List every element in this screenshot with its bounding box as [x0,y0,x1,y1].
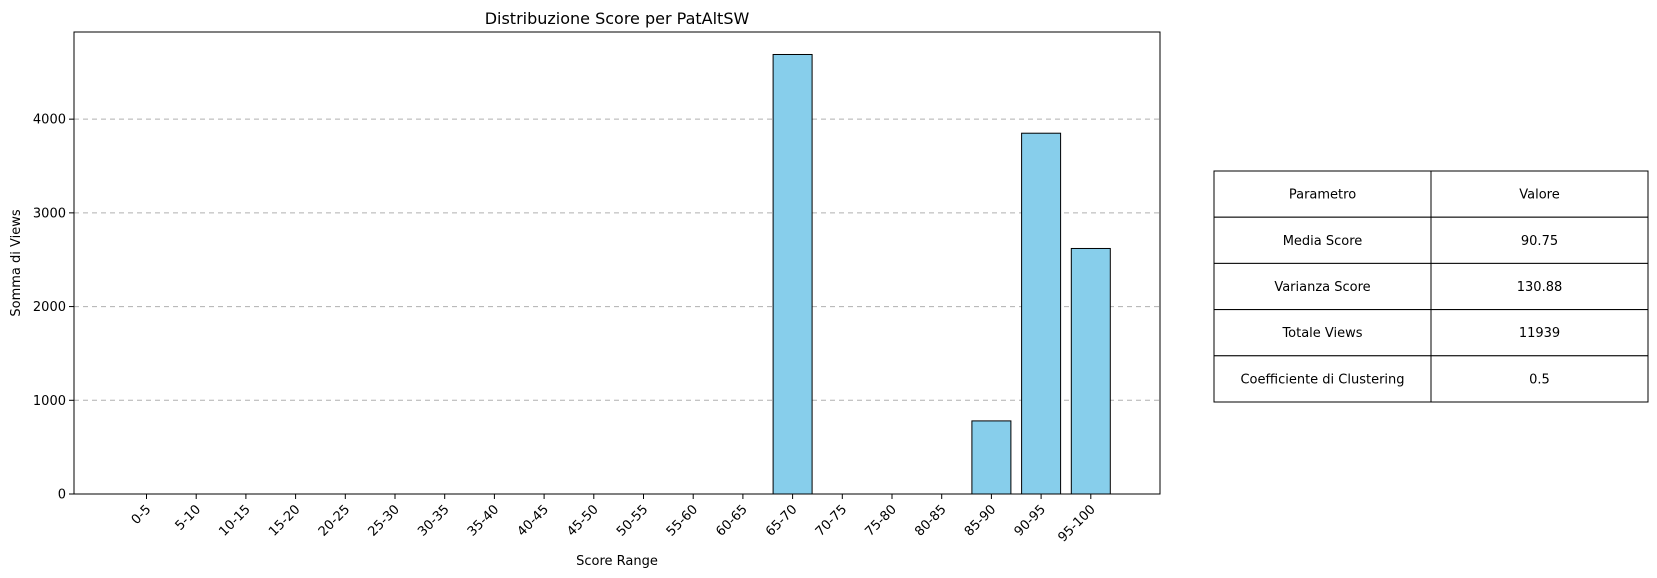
y-axis-label: Somma di Views [9,209,24,316]
y-tick-label: 2000 [33,300,66,315]
table-value-cell: Coefficiente di Clustering [1240,372,1404,387]
stats-table: Parametro Valore Media Score 90.75 Varianza … [1213,170,1649,403]
table-cell [1213,170,1432,218]
x-tick-label: 65-70 [763,502,800,539]
bar-85-90 [971,420,1012,495]
x-tick-label: 40-45 [515,502,552,539]
table-cell [1213,262,1432,311]
table-header-cell: Valore [1519,188,1559,203]
x-tick-label: 85-90 [962,502,999,539]
x-tick-label: 25-30 [366,502,403,539]
table-value-cell: 90.75 [1521,234,1558,249]
table-header-cell: Parametro [1289,188,1356,203]
x-axis: 0-5 5-10 10-15 15-20 20-25 25-30 30-35 35-40 40-… [129,494,1099,545]
table-value-cell: Media Score [1283,234,1363,249]
table-cell [1430,309,1649,357]
x-tick-label: 10-15 [216,502,253,539]
x-tick-label: 55-60 [664,502,701,539]
x-tick-label: 5-10 [173,502,204,533]
y-tick-label: 0 [58,488,66,503]
plot-frame [73,31,1161,495]
y-tick-label: 1000 [33,394,66,409]
table-cell [1213,355,1432,403]
bar-65-70 [772,53,813,495]
bar-90-95 [1021,132,1062,495]
y-axis: 0 1000 2000 3000 4000 [33,113,74,503]
table-cell [1430,262,1649,311]
table-value-cell: Varianza Score [1274,280,1370,295]
bars [772,53,1111,495]
x-tick-label: 80-85 [912,502,949,539]
chart-title: Distribuzione Score per PatAltSW [485,9,750,28]
x-tick-label: 95-100 [1055,502,1098,545]
x-tick-label: 90-95 [1012,502,1049,539]
x-tick-label: 45-50 [564,502,601,539]
table-value-cell: 0.5 [1529,372,1550,387]
table-cell [1430,355,1649,403]
x-tick-label: 30-35 [415,502,452,539]
x-tick-label: 20-25 [316,502,353,539]
table-value-cell: Totale Views [1281,326,1362,341]
table-cell [1213,216,1432,264]
y-tick-label: 3000 [33,206,66,221]
x-tick-label: 15-20 [266,502,303,539]
x-tick-label: 0-5 [129,502,155,528]
x-tick-label: 35-40 [465,502,502,539]
x-tick-label: 75-80 [863,502,900,539]
table-cell [1213,309,1432,357]
table-value-cell: 130.88 [1517,280,1563,295]
table-value-cell: 11939 [1519,326,1560,341]
x-axis-label: Score Range [576,554,658,569]
x-tick-label: 60-65 [713,502,750,539]
bar-95-100 [1070,247,1111,495]
x-tick-label: 70-75 [813,502,850,539]
table-cell [1430,216,1649,264]
y-tick-label: 4000 [33,113,66,128]
x-tick-label: 50-55 [614,502,651,539]
grid [74,118,1160,401]
